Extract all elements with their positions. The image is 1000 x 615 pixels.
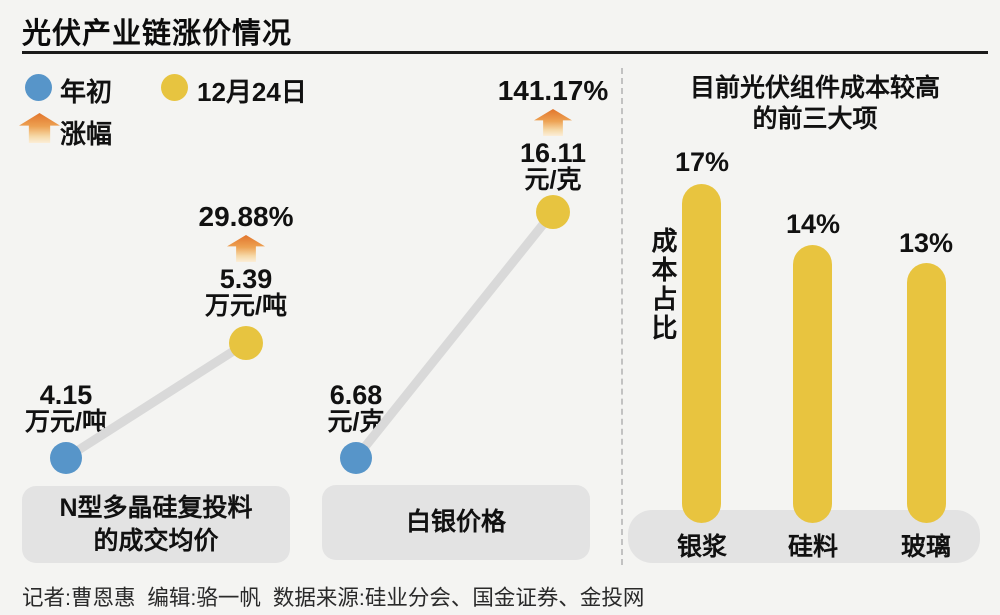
left-chart-title-line1: N型多晶硅复投料 — [59, 494, 253, 522]
bar-category-label: 银浆 — [676, 533, 727, 561]
mid-chart-end-point — [536, 195, 570, 229]
left-chart-connector-line — [61, 338, 251, 463]
mid-chart-start-value: 6.68 — [329, 380, 383, 410]
bar-category-label: 硅料 — [787, 533, 838, 561]
bar-silicon — [793, 245, 832, 523]
left-chart-change-pct: 29.88% — [198, 201, 294, 232]
mid-chart-start-point — [340, 442, 372, 474]
legend-start-label: 年初 — [60, 77, 113, 107]
legend-end-label: 12月24日 — [197, 77, 307, 107]
mid-chart-change-pct: 141.17% — [497, 75, 609, 106]
page-title: 光伏产业链涨价情况 — [22, 18, 293, 50]
bar-pct-label: 13% — [898, 228, 954, 258]
right-chart-title-line2: 的前三大项 — [752, 105, 878, 133]
mid-chart-title: 白银价格 — [405, 508, 506, 536]
left-chart-start-value: 4.15 — [39, 380, 93, 410]
legend-change-label: 涨幅 — [60, 119, 113, 149]
credits-footer: 记者:曹恩惠 编辑:骆一帆 数据来源:硅业分会、国金证券、金投网 — [22, 586, 645, 610]
left-chart-end-unit: 万元/吨 — [205, 292, 287, 320]
mid-chart-end-value: 16.11 — [519, 138, 587, 168]
right-chart-title-line1: 目前光伏组件成本较高 — [689, 74, 940, 102]
mid-chart-end-unit: 元/克 — [524, 166, 582, 194]
left-chart-title-box: N型多晶硅复投料 的成交均价 — [22, 486, 290, 563]
title-underline — [22, 51, 988, 54]
bar-pct-label: 14% — [785, 209, 841, 239]
right-chart-ylabel: 成本占比 — [648, 227, 678, 343]
left-chart-start-point — [50, 442, 82, 474]
left-chart-start-unit: 万元/吨 — [25, 408, 107, 436]
left-chart-end-point — [229, 326, 263, 360]
legend-end-dot-icon — [161, 74, 188, 101]
left-chart-end-value: 5.39 — [219, 264, 273, 294]
bar-silver-paste — [682, 184, 721, 523]
mid-chart-connector-line — [351, 207, 558, 463]
bar-pct-label: 17% — [674, 147, 730, 177]
bar-glass — [907, 263, 946, 523]
left-chart-title-line2: 的成交均价 — [93, 527, 219, 555]
bar-category-label: 玻璃 — [900, 533, 951, 561]
mid-chart-title-box: 白银价格 — [322, 485, 590, 560]
section-divider — [621, 68, 623, 565]
legend-start-dot-icon — [25, 74, 52, 101]
